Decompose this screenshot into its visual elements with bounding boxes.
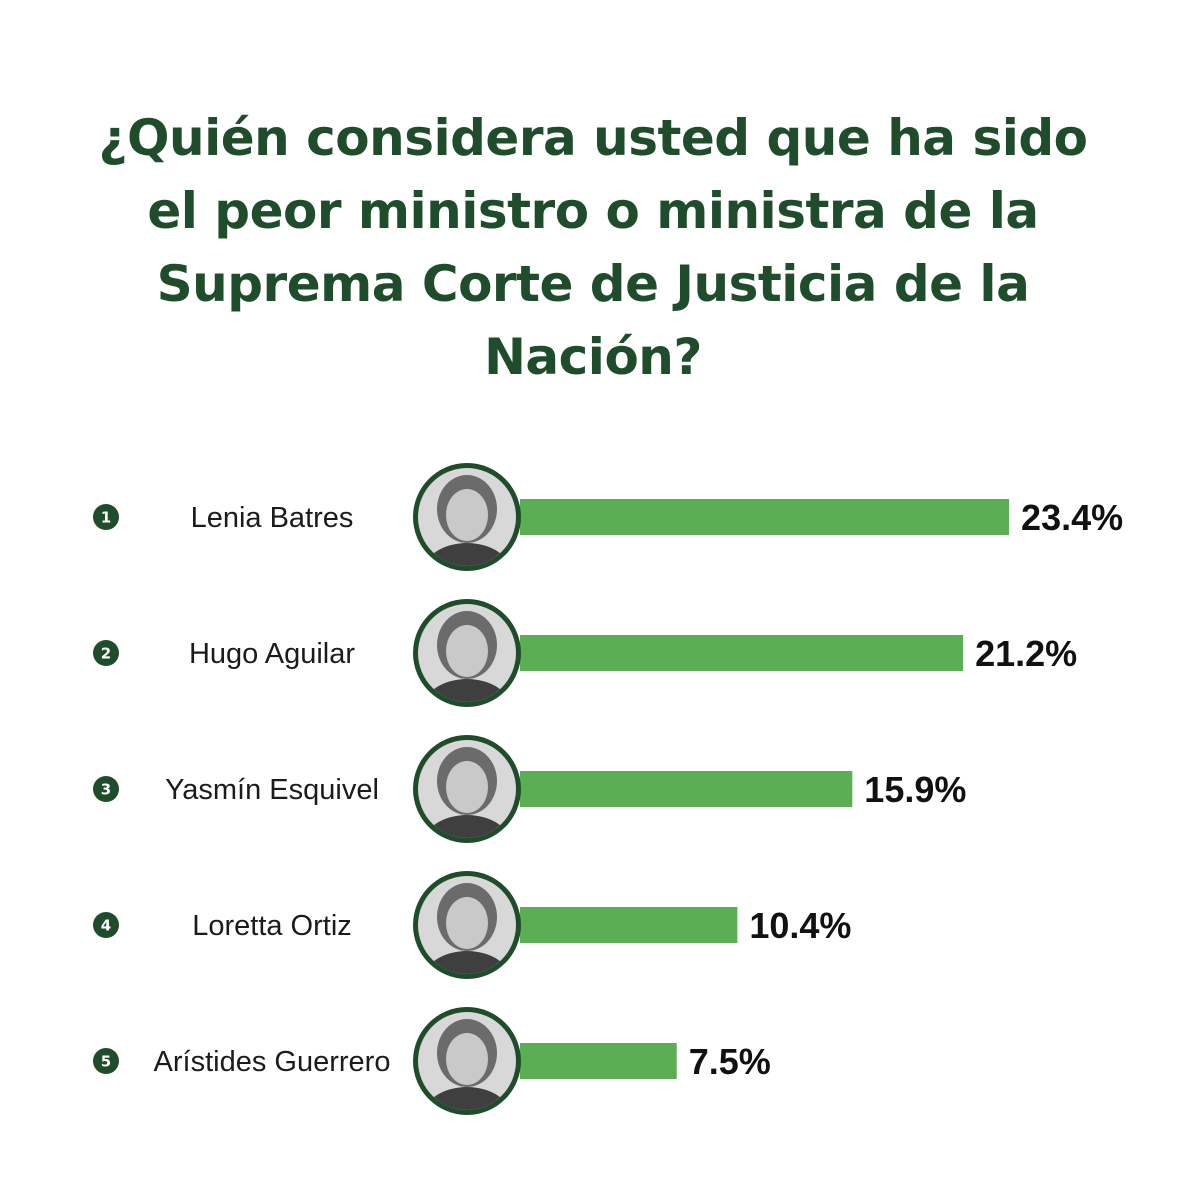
rank-number: 5 [101, 1053, 111, 1071]
category-label: Hugo Aguilar [189, 638, 355, 670]
bar [520, 1043, 677, 1079]
value-label: 21.2% [975, 633, 1077, 674]
chart-row: 2 Hugo Aguilar 21.2% [93, 599, 1077, 707]
category-label: Loretta Ortiz [192, 910, 352, 942]
category-label: Arístides Guerrero [154, 1046, 391, 1078]
portrait-woman-glasses-icon [413, 463, 521, 571]
portrait-woman-blonde-icon [413, 871, 521, 979]
portrait-man-smiling-icon [413, 599, 521, 707]
rank-badge: 5 [93, 1048, 119, 1074]
rank-badge: 2 [93, 640, 119, 666]
chart-title: ¿Quién considera usted que ha sido el pe… [98, 109, 1088, 386]
bar [520, 771, 853, 807]
rank-badge: 1 [93, 504, 119, 530]
rank-number: 4 [101, 917, 111, 935]
portrait-man-suit-icon [413, 1007, 521, 1115]
rank-badge: 3 [93, 776, 119, 802]
value-label: 15.9% [864, 769, 966, 810]
value-label: 23.4% [1021, 497, 1123, 538]
rank-number: 1 [101, 509, 111, 527]
category-label: Yasmín Esquivel [165, 774, 379, 806]
chart-row: 5 Arístides Guerrero 7.5% [93, 1007, 771, 1115]
bar [520, 499, 1010, 535]
value-label: 10.4% [749, 905, 851, 946]
portrait-woman-blonde-icon [413, 735, 521, 843]
category-label: Lenia Batres [191, 502, 354, 534]
chart-row: 1 Lenia Batres 23.4% [93, 463, 1123, 571]
rank-number: 2 [101, 645, 111, 663]
chart-row: 3 Yasmín Esquivel 15.9% [93, 735, 966, 843]
bar [520, 635, 964, 671]
bar [520, 907, 738, 943]
chart-row: 4 Loretta Ortiz 10.4% [93, 871, 851, 979]
rank-badge: 4 [93, 912, 119, 938]
rank-number: 3 [101, 781, 111, 799]
value-label: 7.5% [689, 1041, 771, 1082]
